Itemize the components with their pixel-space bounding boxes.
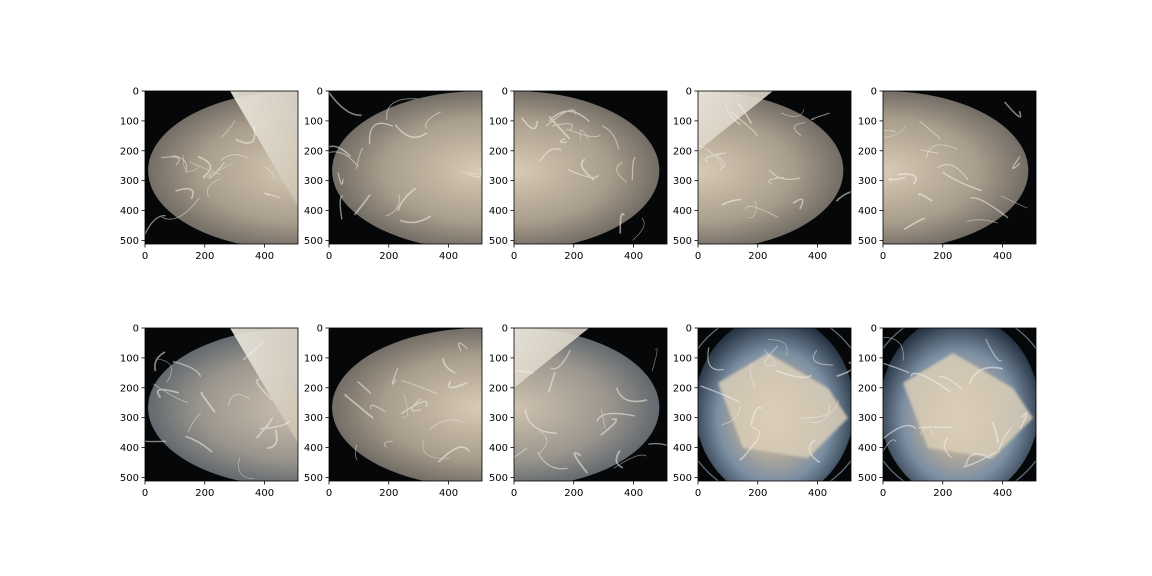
y-tick-label: 200 xyxy=(673,383,692,394)
x-tick-label: 400 xyxy=(808,251,827,262)
y-tick-label: 500 xyxy=(858,236,877,247)
x-tick-label: 400 xyxy=(624,251,643,262)
y-tick-label: 500 xyxy=(120,473,139,484)
x-tick-label: 400 xyxy=(993,251,1012,262)
y-tick-label: 100 xyxy=(120,353,139,364)
y-tick-label: 300 xyxy=(304,413,323,424)
y-tick-label: 0 xyxy=(502,87,508,98)
x-tick-label: 400 xyxy=(439,488,458,499)
y-tick-label: 500 xyxy=(673,473,692,484)
y-tick-label: 500 xyxy=(673,236,692,247)
y-tick-label: 500 xyxy=(489,236,508,247)
y-tick-label: 0 xyxy=(686,324,692,335)
x-tick-label: 200 xyxy=(933,251,952,262)
y-tick-label: 400 xyxy=(858,206,877,217)
y-tick-label: 100 xyxy=(120,116,139,127)
y-tick-label: 400 xyxy=(673,443,692,454)
y-tick-label: 200 xyxy=(858,146,877,157)
y-tick-label: 200 xyxy=(858,383,877,394)
y-tick-label: 400 xyxy=(304,206,323,217)
y-tick-label: 300 xyxy=(120,413,139,424)
y-tick-label: 300 xyxy=(304,176,323,187)
y-tick-label: 300 xyxy=(489,176,508,187)
x-tick-label: 200 xyxy=(379,488,398,499)
y-tick-label: 100 xyxy=(304,116,323,127)
x-tick-label: 400 xyxy=(624,488,643,499)
x-tick-label: 0 xyxy=(511,251,517,262)
x-tick-label: 0 xyxy=(695,488,701,499)
y-tick-label: 300 xyxy=(858,413,877,424)
y-tick-label: 0 xyxy=(317,324,323,335)
x-tick-label: 0 xyxy=(511,488,517,499)
x-tick-label: 400 xyxy=(993,488,1012,499)
y-tick-label: 100 xyxy=(673,116,692,127)
y-tick-label: 300 xyxy=(489,413,508,424)
y-tick-label: 200 xyxy=(120,383,139,394)
y-tick-label: 200 xyxy=(120,146,139,157)
x-tick-label: 0 xyxy=(326,251,332,262)
x-tick-label: 0 xyxy=(695,251,701,262)
y-tick-label: 400 xyxy=(673,206,692,217)
panel-r2c4: 0 200 400 0 100 200 300 400 500 xyxy=(673,310,869,500)
y-tick-label: 500 xyxy=(120,236,139,247)
y-tick-label: 200 xyxy=(673,146,692,157)
x-tick-label: 0 xyxy=(880,251,886,262)
y-tick-label: 0 xyxy=(871,324,877,335)
y-tick-label: 0 xyxy=(871,87,877,98)
y-tick-label: 500 xyxy=(304,473,323,484)
y-tick-label: 100 xyxy=(858,353,877,364)
y-tick-label: 400 xyxy=(489,206,508,217)
y-tick-label: 200 xyxy=(304,383,323,394)
y-tick-label: 0 xyxy=(133,324,139,335)
y-tick-label: 200 xyxy=(304,146,323,157)
y-tick-label: 0 xyxy=(133,87,139,98)
y-tick-label: 400 xyxy=(489,443,508,454)
x-tick-label: 200 xyxy=(195,251,214,262)
y-tick-label: 0 xyxy=(317,87,323,98)
x-tick-label: 200 xyxy=(564,488,583,499)
x-tick-label: 400 xyxy=(439,251,458,262)
y-tick-label: 200 xyxy=(489,383,508,394)
panel-r2c5: 0 200 400 0 100 200 300 400 500 xyxy=(858,310,1054,500)
x-tick-label: 0 xyxy=(142,251,148,262)
x-tick-label: 0 xyxy=(142,488,148,499)
y-tick-label: 400 xyxy=(120,206,139,217)
x-tick-label: 200 xyxy=(933,488,952,499)
x-tick-label: 200 xyxy=(748,488,767,499)
y-tick-label: 400 xyxy=(858,443,877,454)
y-tick-label: 500 xyxy=(304,236,323,247)
x-tick-label: 200 xyxy=(748,251,767,262)
y-tick-label: 300 xyxy=(673,413,692,424)
y-tick-label: 400 xyxy=(120,443,139,454)
y-tick-label: 500 xyxy=(858,473,877,484)
y-tick-label: 0 xyxy=(502,324,508,335)
x-tick-label: 0 xyxy=(326,488,332,499)
y-tick-label: 100 xyxy=(673,353,692,364)
y-tick-label: 300 xyxy=(120,176,139,187)
x-tick-label: 200 xyxy=(564,251,583,262)
y-tick-label: 100 xyxy=(858,116,877,127)
y-tick-label: 300 xyxy=(673,176,692,187)
x-tick-label: 400 xyxy=(808,488,827,499)
x-tick-label: 400 xyxy=(255,488,274,499)
y-tick-label: 0 xyxy=(686,87,692,98)
y-tick-label: 100 xyxy=(304,353,323,364)
x-tick-label: 200 xyxy=(195,488,214,499)
y-tick-label: 300 xyxy=(858,176,877,187)
x-tick-label: 400 xyxy=(255,251,274,262)
x-tick-label: 0 xyxy=(880,488,886,499)
y-tick-label: 400 xyxy=(304,443,323,454)
y-tick-label: 200 xyxy=(489,146,508,157)
y-tick-label: 500 xyxy=(489,473,508,484)
x-tick-label: 200 xyxy=(379,251,398,262)
y-tick-label: 100 xyxy=(489,353,508,364)
y-tick-label: 100 xyxy=(489,116,508,127)
